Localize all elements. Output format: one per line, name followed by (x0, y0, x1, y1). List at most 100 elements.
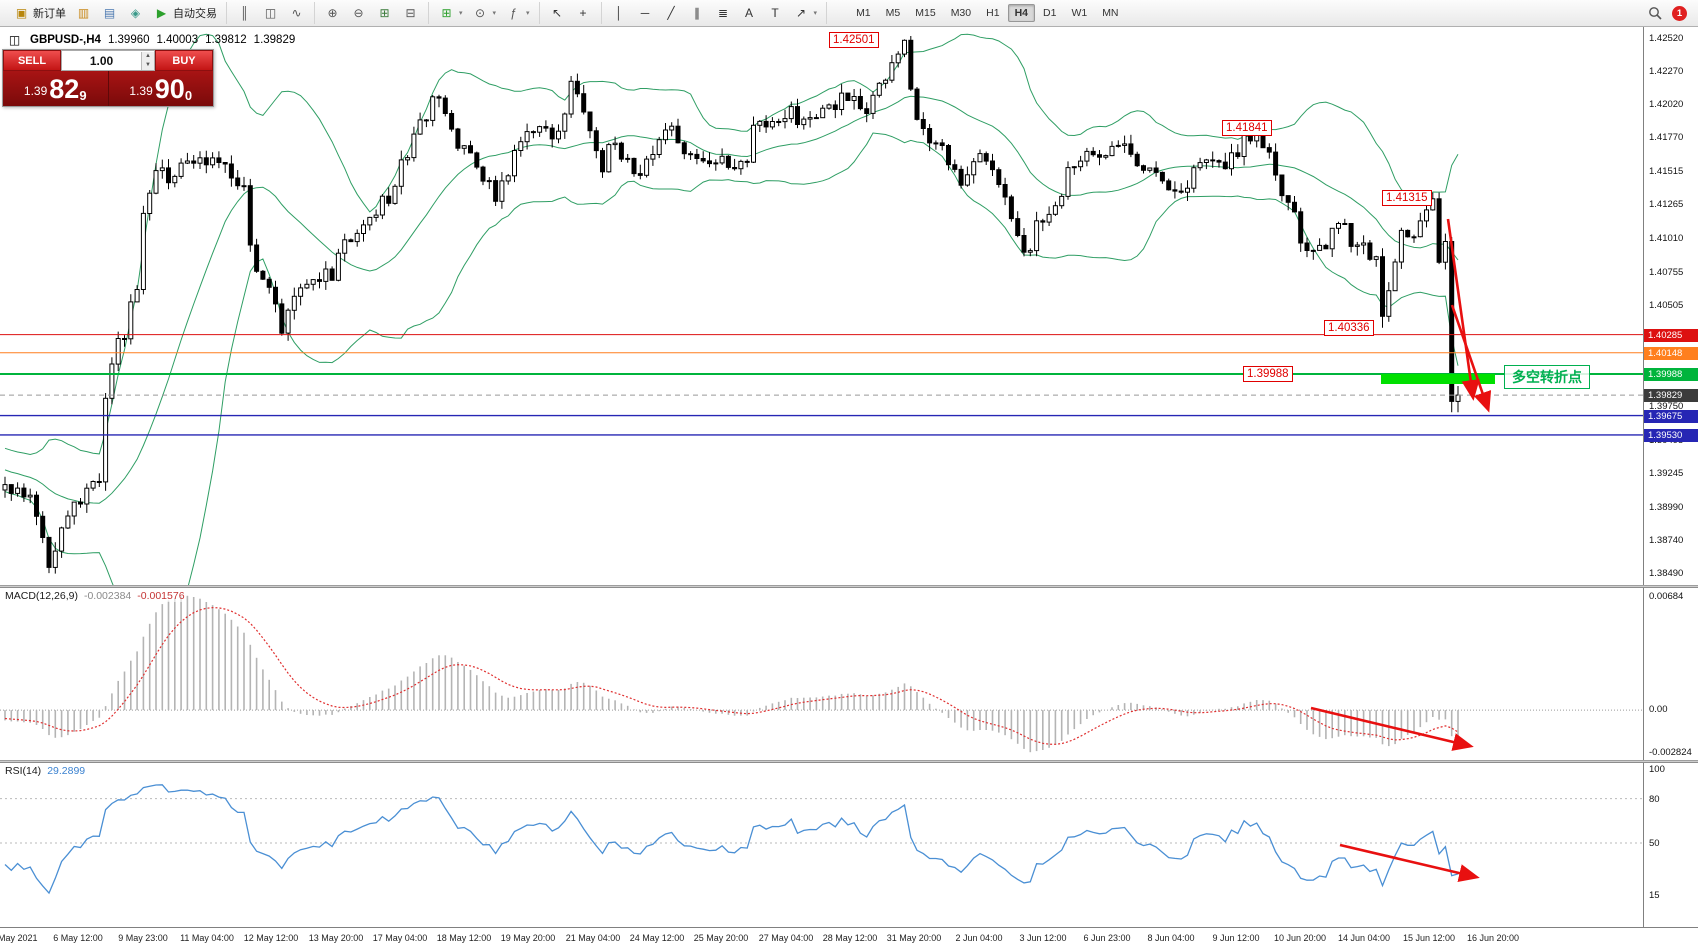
timeframe-m5-button[interactable]: M5 (885, 7, 901, 19)
price-marker-1.39530: 1.39530 (1644, 429, 1698, 442)
text-button[interactable]: A (737, 3, 762, 24)
toolbar-group-cursor: ↖ + (540, 2, 602, 24)
price-tick-label: 1.40755 (1649, 267, 1684, 278)
line-chart-button[interactable]: ∿ (284, 3, 309, 24)
macd-pane[interactable]: MACD(12,26,9) -0.002384 -0.001576 (0, 588, 1643, 760)
time-axis-label: 6 May 12:00 (53, 933, 103, 943)
search-icon[interactable] (1646, 5, 1663, 22)
macd-chart (0, 595, 1643, 753)
timeframe-m30-button[interactable]: M30 (950, 7, 972, 19)
auto-trading-button[interactable]: ▶ 自动交易 (149, 3, 221, 24)
price-tick-label: 1.41515 (1649, 166, 1684, 177)
rsi-pane[interactable]: RSI(14) 29.2899 (0, 763, 1643, 927)
timeframe-d1-button[interactable]: D1 (1043, 7, 1057, 19)
cascade-windows-button[interactable]: ⊟ (398, 3, 423, 24)
pane-splitter-macd[interactable] (0, 585, 1698, 588)
data-window-button[interactable]: ▤ (97, 3, 122, 24)
profiles-button[interactable]: ⊙ ▾ (468, 3, 501, 24)
volume-stepper: ▲ ▼ (141, 51, 154, 70)
zoom-out-icon: ⊖ (353, 6, 364, 20)
annotation-turning-point[interactable]: 多空转折点 (1504, 365, 1590, 389)
price-annotation-label[interactable]: 1.41841 (1222, 120, 1272, 136)
navigator-button[interactable]: ◈ (123, 3, 148, 24)
arrow-objects-button[interactable]: ↗ ▾ (789, 3, 822, 24)
timeframe-w1-button[interactable]: W1 (1071, 7, 1088, 19)
macd-main-value: -0.002384 (83, 590, 132, 602)
toolbar-group-trading: ▣ 新订单 ▥ ▤ ◈ ▶ 自动交易 (4, 2, 227, 24)
indicators-icon: ƒ (510, 6, 517, 20)
price-marker-1.39675: 1.39675 (1644, 410, 1698, 423)
new-order-button[interactable]: ▣ 新订单 (9, 3, 70, 24)
trend-line-button[interactable]: ╱ (659, 3, 684, 24)
price-annotation-label[interactable]: 1.42501 (829, 32, 879, 48)
time-axis[interactable]: 5 May 2021 6 May 12:00 9 May 23:00 11 May 0… (0, 927, 1698, 950)
crosshair-button[interactable]: + (571, 3, 596, 24)
new-chart-dropdown-icon[interactable]: ▾ (459, 10, 463, 17)
ask-prefix: 1.39 (129, 84, 153, 99)
macd-signal-value: -0.001576 (137, 590, 185, 602)
time-axis-label: 28 May 12:00 (822, 933, 878, 943)
ask-big-digits: 90 (154, 74, 185, 104)
bar-chart-button[interactable]: ║ (232, 3, 257, 24)
rsi-level-label-15: 15 (1649, 890, 1660, 901)
timeframe-h1-button[interactable]: H1 (986, 7, 1000, 19)
volume-value[interactable]: 1.00 (89, 53, 114, 68)
timeframe-h4-button[interactable]: H4 (1007, 4, 1035, 22)
buy-button[interactable]: BUY (155, 50, 213, 71)
arrow-objects-dropdown-icon[interactable]: ▾ (813, 10, 818, 17)
macd-axis-max: 0.00684 (1649, 591, 1684, 602)
macd-label: MACD(12,26,9) -0.002384 -0.001576 (5, 590, 185, 602)
time-axis-label: 25 May 20:00 (693, 933, 749, 943)
price-tick-label: 1.42270 (1649, 66, 1684, 77)
price-tick-label: 1.39750 (1649, 401, 1684, 412)
zoom-in-button[interactable]: ⊕ (320, 3, 345, 24)
toolbar-group-drawing: │ ─ ╱ ∥ ≣ A T ↗ ▾ (602, 2, 828, 24)
horizontal-line-button[interactable]: ─ (633, 3, 658, 24)
cursor-button[interactable]: ↖ (545, 3, 570, 24)
timeframe-mn-button[interactable]: MN (1102, 7, 1119, 19)
price-annotation-label[interactable]: 1.40336 (1324, 320, 1374, 336)
indicators-button[interactable]: ƒ ▾ (501, 3, 534, 24)
notification-badge[interactable]: 1 (1672, 5, 1687, 21)
vertical-line-icon: │ (615, 6, 623, 20)
candle-chart-button[interactable]: ◫ (258, 3, 283, 24)
time-axis-label: 8 Jun 04:00 (1147, 933, 1195, 943)
price-tick-label: 1.38990 (1649, 502, 1684, 513)
sell-button[interactable]: SELL (3, 50, 61, 71)
price-chart-pane[interactable]: 1.42501 1.41841 1.41315 1.40336 1.39988 多空转折点… (0, 27, 1643, 585)
price-tick-label: 1.40505 (1649, 300, 1684, 311)
price-axis[interactable]: 0.00684 0.00 -0.002824 1.42520 1.42270 1.4… (1643, 27, 1698, 927)
rsi-level-label-80: 80 (1649, 794, 1660, 805)
pane-splitter-rsi[interactable] (0, 760, 1698, 763)
cursor-icon: ↖ (552, 6, 563, 20)
tile-windows-button[interactable]: ⊞ (372, 3, 397, 24)
fibonacci-button[interactable]: ≣ (711, 3, 736, 24)
market-watch-button[interactable]: ▥ (71, 3, 96, 24)
time-axis-label: 9 May 23:00 (118, 933, 168, 943)
indicators-dropdown-icon[interactable]: ▾ (526, 10, 530, 17)
timeframe-m1-button[interactable]: M1 (856, 7, 871, 19)
equidistant-channel-button[interactable]: ∥ (685, 3, 710, 24)
price-annotation-label[interactable]: 1.41315 (1382, 190, 1432, 206)
volume-field[interactable]: 1.00 ▲ ▼ (61, 50, 155, 71)
time-axis-label: 19 May 20:00 (500, 933, 556, 943)
search-icon-svg (1648, 7, 1662, 20)
rsi-level-label-50: 50 (1649, 838, 1660, 849)
timeframe-m15-button[interactable]: M15 (915, 7, 936, 19)
toolbar-right: 1 (1646, 5, 1694, 22)
text-label-button[interactable]: T (763, 3, 788, 24)
ask-price: 1.39 90 0 (109, 71, 214, 106)
profiles-dropdown-icon[interactable]: ▾ (492, 10, 497, 17)
zoom-out-button[interactable]: ⊖ (346, 3, 371, 24)
volume-down-button[interactable]: ▼ (142, 60, 154, 70)
price-annotation-label[interactable]: 1.39988 (1243, 366, 1293, 382)
price-marker-1.40148: 1.40148 (1644, 347, 1698, 360)
new-chart-button[interactable]: ⊞ ▾ (434, 3, 467, 24)
price-tick-label: 1.42520 (1649, 33, 1684, 44)
vertical-line-button[interactable]: │ (607, 3, 632, 24)
market-watch-icon: ▥ (77, 6, 90, 20)
volume-up-button[interactable]: ▲ (142, 51, 154, 61)
price-tick-label: 1.42020 (1649, 99, 1684, 110)
text-label-icon: T (771, 6, 779, 20)
bar-chart-icon: ║ (240, 6, 249, 20)
